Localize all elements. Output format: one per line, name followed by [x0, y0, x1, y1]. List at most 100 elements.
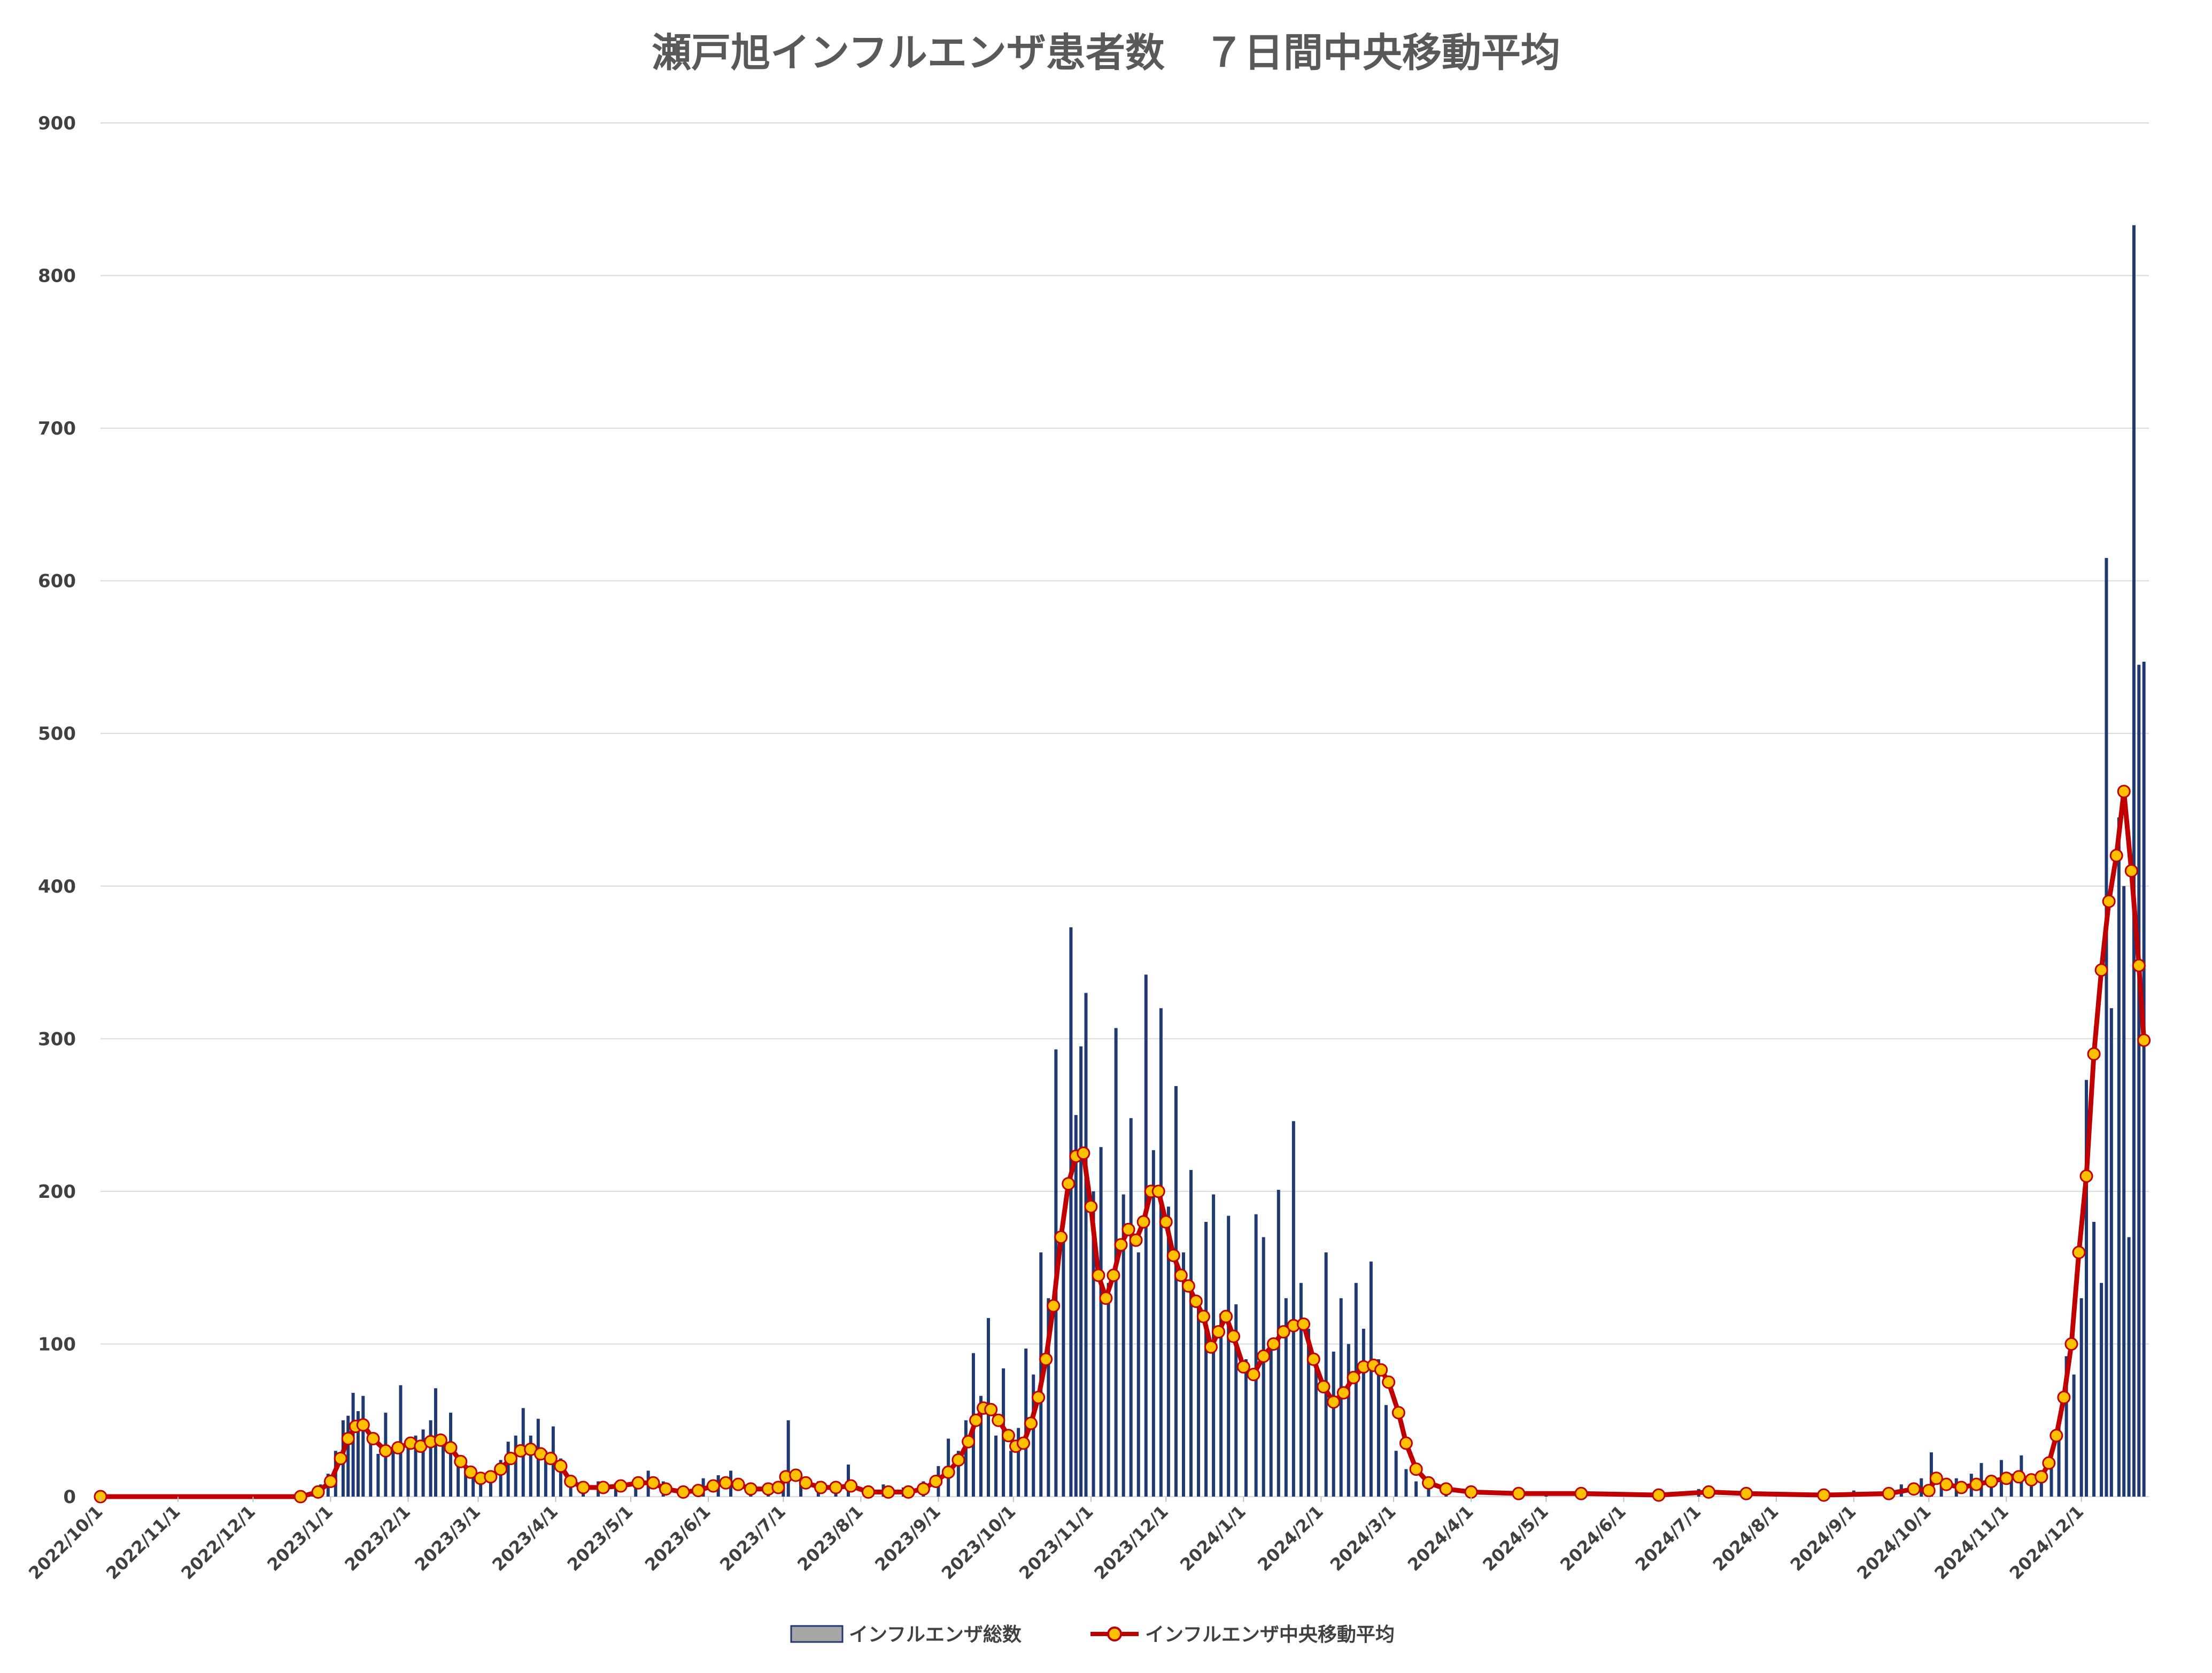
y-tick-label: 200 — [38, 1181, 76, 1203]
x-tick-label: 2024/6/1 — [1556, 1501, 1630, 1575]
bar — [449, 1412, 453, 1497]
bar — [471, 1474, 475, 1497]
moving-average-point — [2087, 1047, 2101, 1061]
moving-average-point — [962, 1435, 976, 1449]
bar — [1404, 1469, 1408, 1497]
bar — [1306, 1328, 1310, 1497]
moving-average-point — [391, 1441, 405, 1455]
bar — [1414, 1481, 1418, 1497]
moving-average-point — [799, 1476, 813, 1490]
moving-average-point — [1999, 1471, 2013, 1485]
x-tick-label: 2023/3/1 — [411, 1501, 484, 1575]
bar — [2057, 1420, 2061, 1497]
bar — [2105, 557, 2108, 1497]
moving-average-point — [984, 1403, 998, 1416]
x-tick-label: 2024/2/1 — [1254, 1501, 1327, 1575]
x-tick-label: 2023/10/1 — [938, 1501, 1020, 1584]
moving-average-point — [1017, 1436, 1031, 1450]
moving-average-point — [576, 1481, 590, 1494]
y-tick-label: 900 — [38, 113, 76, 134]
moving-average-point — [1882, 1486, 1896, 1500]
bar — [1129, 1118, 1133, 1497]
moving-average-point — [929, 1474, 943, 1488]
bar — [421, 1429, 425, 1497]
legend: インフルエンザ総数 インフルエンザ中央移動平均 — [790, 1624, 1395, 1646]
bar — [1324, 1252, 1328, 1497]
bar — [1062, 1237, 1065, 1497]
bar — [1219, 1313, 1223, 1497]
moving-average-point — [1024, 1416, 1038, 1430]
moving-average-point — [1159, 1215, 1173, 1229]
y-tick-label: 800 — [38, 266, 76, 287]
moving-average-point — [941, 1465, 955, 1479]
moving-average-point — [1574, 1486, 1588, 1500]
legend-swatch-bar — [790, 1625, 844, 1643]
bar — [514, 1435, 517, 1497]
bar — [559, 1458, 562, 1497]
line-markers — [94, 785, 2151, 1504]
bar — [1354, 1283, 1358, 1497]
moving-average-point — [1907, 1482, 1921, 1496]
x-tick-label: 2024/12/1 — [2006, 1501, 2088, 1584]
moving-average-point — [293, 1490, 307, 1504]
moving-average-point — [952, 1453, 965, 1467]
bar — [964, 1420, 968, 1497]
moving-average-point — [454, 1454, 468, 1468]
bar — [1369, 1261, 1373, 1497]
y-tick-label: 700 — [38, 418, 76, 439]
bar — [1166, 1206, 1170, 1497]
moving-average-point — [2137, 1033, 2151, 1047]
x-tick-label: 2024/7/1 — [1631, 1501, 1705, 1575]
moving-average-point — [676, 1485, 690, 1499]
y-axis-ticks: 0 100 200 300 400 500 600 700 800 900 — [38, 113, 76, 1508]
x-tick-label: 2024/10/1 — [1853, 1501, 1935, 1584]
bar — [361, 1396, 365, 1497]
moving-average-point — [564, 1474, 578, 1488]
bar — [1092, 1191, 1095, 1497]
bar — [399, 1385, 403, 1497]
moving-average-point — [2124, 864, 2138, 878]
moving-average-point — [596, 1481, 610, 1494]
bar — [1159, 1008, 1163, 1497]
moving-average-point — [1136, 1215, 1150, 1229]
moving-average-point — [366, 1431, 380, 1445]
bar — [1189, 1169, 1193, 1497]
y-tick-label: 400 — [38, 876, 76, 897]
bar — [489, 1472, 492, 1497]
x-tick-label: 2024/1/1 — [1176, 1501, 1250, 1575]
bar — [544, 1451, 547, 1497]
bar — [1284, 1298, 1288, 1497]
bar — [1234, 1304, 1238, 1497]
legend-label-bar: インフルエンザ総数 — [849, 1624, 1022, 1646]
moving-average-point — [1929, 1471, 1943, 1485]
moving-average-point — [434, 1433, 447, 1447]
moving-average-point — [1297, 1317, 1311, 1331]
bar — [1939, 1481, 1943, 1497]
bar — [2137, 664, 2141, 1497]
bar — [1979, 1463, 1983, 1497]
moving-average-point — [1266, 1337, 1280, 1351]
moving-average-point — [2079, 1169, 2093, 1183]
moving-average-point — [1257, 1349, 1271, 1363]
moving-average-point — [1382, 1375, 1396, 1389]
moving-average-point — [2012, 1470, 2026, 1484]
moving-average-point — [1032, 1390, 1046, 1404]
moving-average-point — [1129, 1233, 1143, 1247]
bar — [1332, 1351, 1335, 1497]
bar — [979, 1396, 983, 1497]
bar — [1384, 1405, 1388, 1497]
moving-average-point — [1439, 1482, 1453, 1496]
moving-average-point — [1817, 1488, 1831, 1502]
moving-average-point — [494, 1462, 508, 1476]
bar — [1262, 1237, 1265, 1497]
bar — [457, 1458, 460, 1497]
bar — [1181, 1252, 1185, 1497]
moving-average-point — [378, 1444, 392, 1458]
moving-average-point — [1054, 1230, 1068, 1244]
bar — [1107, 1283, 1110, 1497]
moving-average-point — [1374, 1363, 1388, 1377]
moving-average-point — [1189, 1294, 1203, 1308]
bar — [956, 1451, 960, 1497]
